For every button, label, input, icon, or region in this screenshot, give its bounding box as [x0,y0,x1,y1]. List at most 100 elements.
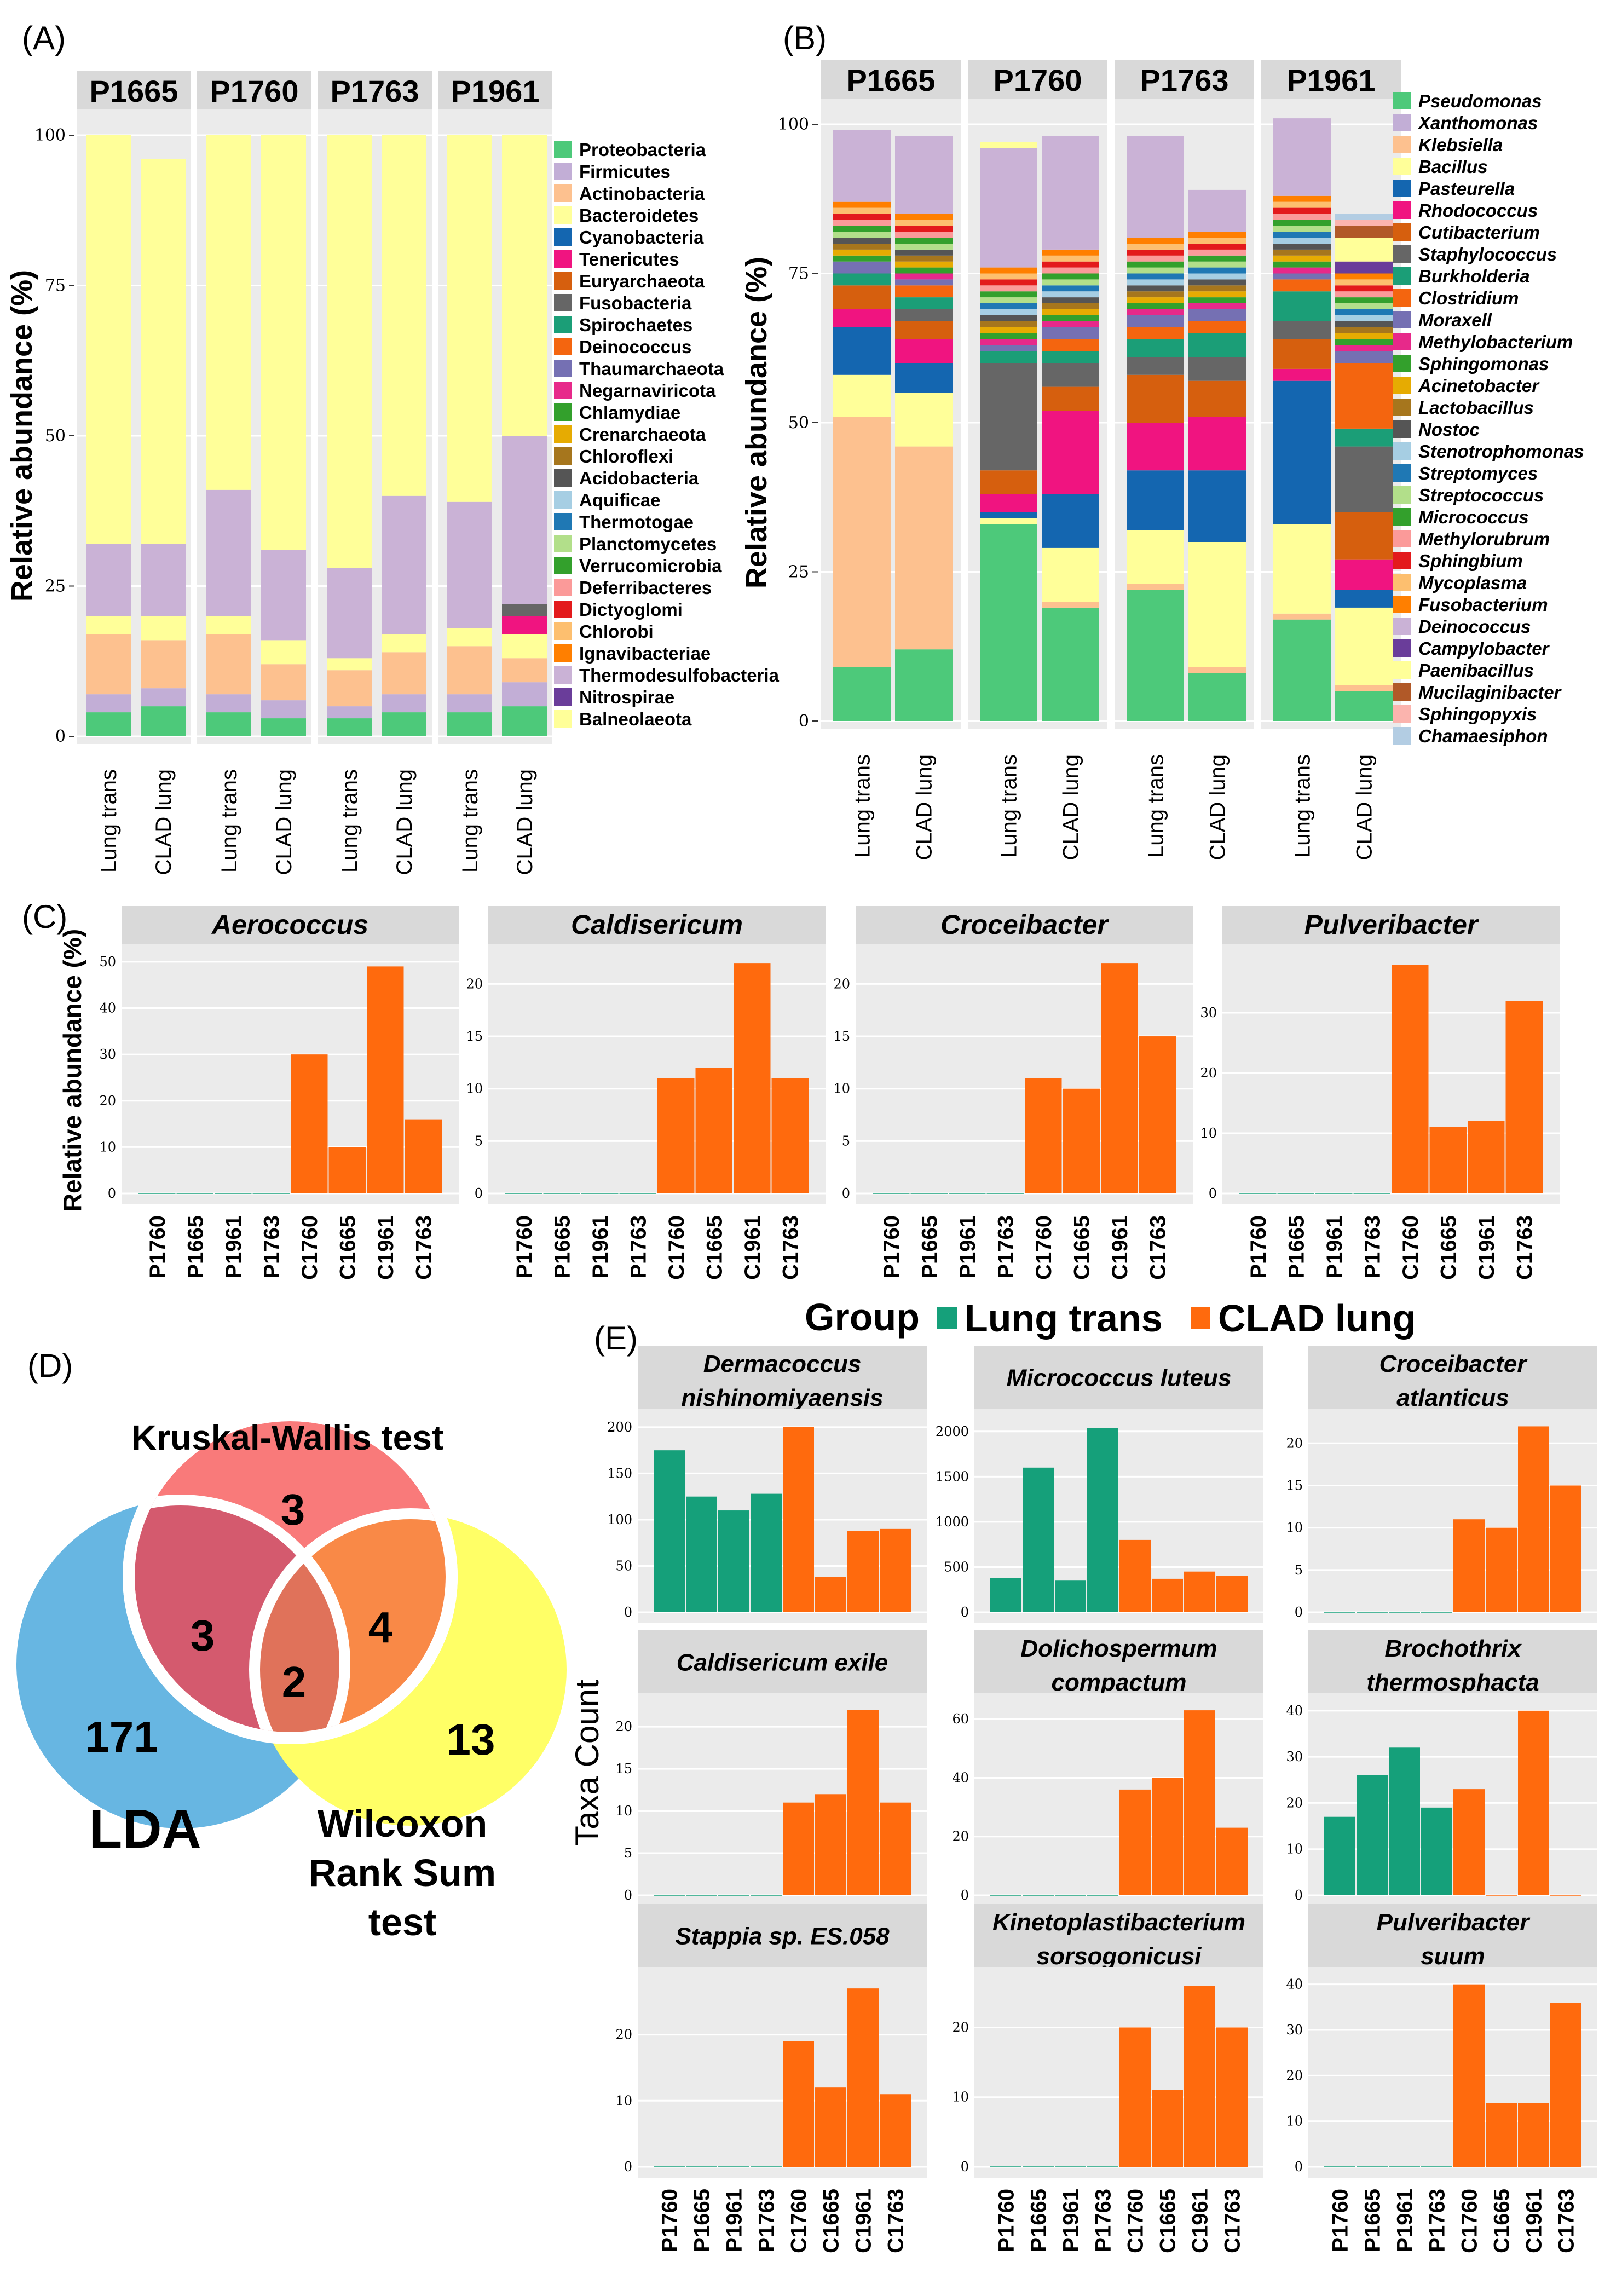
stack-segment-sphingomonas [833,255,891,262]
legend-label: Sphingbium [1418,551,1523,571]
stack-segment-thermodesulfobacteria [382,495,426,634]
legend-key-fusobacterium [1393,596,1411,613]
legend-label: Euryarchaeota [579,271,705,291]
xtick-label: P1763 [994,1215,1018,1279]
stack-segment-actinobacteria [261,664,306,701]
legend-key-dictyoglomi [554,601,572,618]
facet-title: P1760 [994,63,1082,97]
xtick-label: P1760 [1329,2189,1353,2252]
stack-segment-mycoplasma [833,207,891,214]
facet-title: Croceibacter [1379,1351,1528,1377]
ytick-label: 30 [1286,2022,1303,2038]
stack-segment-klebsiella [895,446,953,650]
stack-segment-stenotrophomonas [980,309,1037,315]
stack-segment-balneolaeota [141,159,186,544]
xtick-label: Lung trans [997,754,1021,858]
venn-count-kw-wil: 4 [368,1603,393,1652]
ytick-label: 15 [466,1029,483,1044]
legend-label: Negarnaviricota [579,380,716,401]
bar-c1665 [815,1577,846,1612]
stack-segment-thermodesulfobacteria [206,489,251,616]
facet-title: Brochothrix [1384,1635,1522,1662]
legend-key-bacteroidetes [554,206,572,224]
stack-segment-fusobacterium [1273,195,1331,202]
stack-segment-proteobacteria [141,706,186,736]
legend-key-sphingopyxis [1393,705,1411,723]
legend-key-cutibacterium [1393,223,1411,241]
xtick-label: P1763 [259,1215,284,1279]
legend-key-micrococcus [1393,508,1411,526]
stack-segment-streptomyces [1273,232,1331,238]
stack-segment-fusobacterium [833,201,891,208]
stack-segment-mycoplasma [1188,238,1246,244]
legend-key-planctomycetes [554,535,572,552]
stack-segment-proteobacteria [447,712,492,736]
bar-c1763 [1550,1485,1581,1612]
stack-segment-staphylococcus [1042,363,1099,387]
xtick-label: C1961 [1188,2189,1213,2253]
legend-label: Rhodococcus [1418,200,1538,221]
legend-key-campylobacter [1393,639,1411,657]
legend-label: Paenibacillus [1418,660,1534,680]
legend-key-chlorobi [554,622,572,640]
xtick-label: CLAD lung [1059,754,1083,860]
facet-title: P1665 [847,63,936,97]
stack-segment-sphingbium [1042,261,1099,268]
stack-segment-streptococcus [980,297,1037,303]
ytick-label: 20 [952,2020,969,2035]
stack-segment-firmicutes [382,694,426,713]
stack-segment-methylobacterium [1188,303,1246,309]
stack-segment-actinobacteria [86,634,131,695]
stack-segment-fusobacterium [1042,249,1099,256]
legend-label: Campylobacter [1418,638,1550,659]
legend-key-klebsiella [1393,136,1411,153]
legend-swatch-lung-trans [937,1307,957,1329]
bar-p1961 [1055,1580,1086,1612]
stack-segment-sphingbium [895,226,953,232]
stack-segment-micrococcus [1273,220,1331,226]
bar-c1760 [1119,2027,1151,2167]
facet-title: compactum [1052,1669,1187,1696]
ytick-label: 0 [842,1186,850,1201]
bar-p1665 [1357,1775,1388,1895]
stack-segment-sphingbium [1188,244,1246,250]
venn-title-lda: LDA [89,1798,201,1860]
legend-key-cyanobacteria [554,228,572,246]
facet-title: Caldisericum exile [677,1649,888,1676]
stack-segment-clostridium [1273,279,1331,292]
xtick-label: C1961 [1475,1215,1499,1280]
stack-segment-bacillus [1335,607,1393,685]
stack-segment-pasteurella [1188,470,1246,542]
legend-label: Bacteroidetes [579,205,699,226]
xtick-label: P1665 [917,1215,942,1279]
stack-segment-klebsiella [1335,685,1393,691]
bar-c1763 [1139,1036,1176,1193]
ytick-label: 20 [833,976,850,991]
ytick-label: 0 [624,1888,632,1903]
ytick-label: 20 [1286,1435,1303,1451]
bar-c1760 [1119,1789,1151,1895]
facet-title: Dolichospermum [1020,1635,1217,1662]
facet-title: sorsogonicusi [1037,1943,1202,1970]
stack-segment-firmicutes [447,694,492,713]
ytick-label: 50 [45,426,66,446]
ytick-label: 10 [1200,1126,1217,1141]
ytick-label: 10 [1286,1842,1303,1857]
stack-segment-nostoc [980,315,1037,321]
stack-segment-stenotrophomonas [1042,291,1099,298]
legend-label: Verrucomicrobia [579,556,722,576]
stack-segment-staphylococcus [1127,357,1184,375]
stack-segment-firmicutes [206,694,251,713]
ytick-label: 10 [833,1081,850,1097]
bar-c1961 [847,1710,879,1895]
stack-segment-bacteroidetes [382,634,426,653]
legend-label: Thermotogae [579,512,694,532]
ytick-label: 0 [475,1186,483,1201]
stack-segment-burkholderia [1127,339,1184,357]
stack-segment-moraxell [1188,309,1246,321]
stack-segment-fusobacterium [1127,238,1184,244]
stack-segment-sphingomonas [980,333,1037,339]
stack-segment-balneolaeota [86,135,131,544]
legend-label: Streptomyces [1418,463,1538,483]
legend-label: Acidobacteria [579,468,699,488]
